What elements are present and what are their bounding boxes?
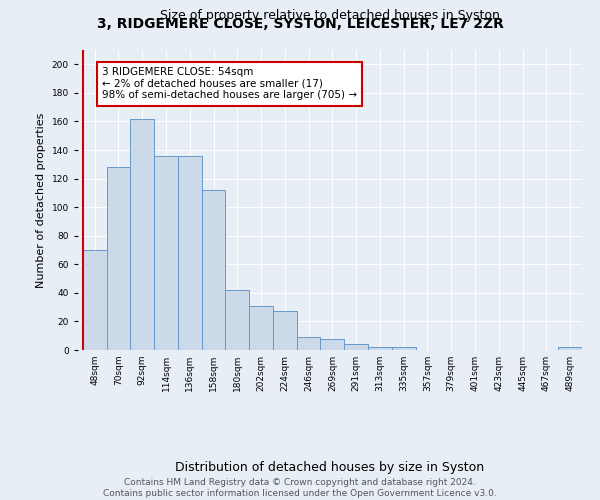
Bar [320,338,344,350]
Bar [392,347,416,350]
Bar [344,344,368,350]
Title: Size of property relative to detached houses in Syston: Size of property relative to detached ho… [160,10,500,22]
Text: 3, RIDGEMERE CLOSE, SYSTON, LEICESTER, LE7 2ZR: 3, RIDGEMERE CLOSE, SYSTON, LEICESTER, L… [97,18,503,32]
Bar [178,156,202,350]
Bar [130,118,154,350]
Bar [107,167,130,350]
X-axis label: Distribution of detached houses by size in Syston: Distribution of detached houses by size … [175,460,485,473]
Bar [154,156,178,350]
Bar [202,190,226,350]
Bar [226,290,249,350]
Bar [368,347,392,350]
Bar [297,337,320,350]
Text: Contains HM Land Registry data © Crown copyright and database right 2024.
Contai: Contains HM Land Registry data © Crown c… [103,478,497,498]
Bar [273,312,297,350]
Bar [249,306,273,350]
Text: 3 RIDGEMERE CLOSE: 54sqm
← 2% of detached houses are smaller (17)
98% of semi-de: 3 RIDGEMERE CLOSE: 54sqm ← 2% of detache… [102,67,357,100]
Y-axis label: Number of detached properties: Number of detached properties [36,112,46,288]
Bar [558,347,582,350]
Bar [83,250,107,350]
